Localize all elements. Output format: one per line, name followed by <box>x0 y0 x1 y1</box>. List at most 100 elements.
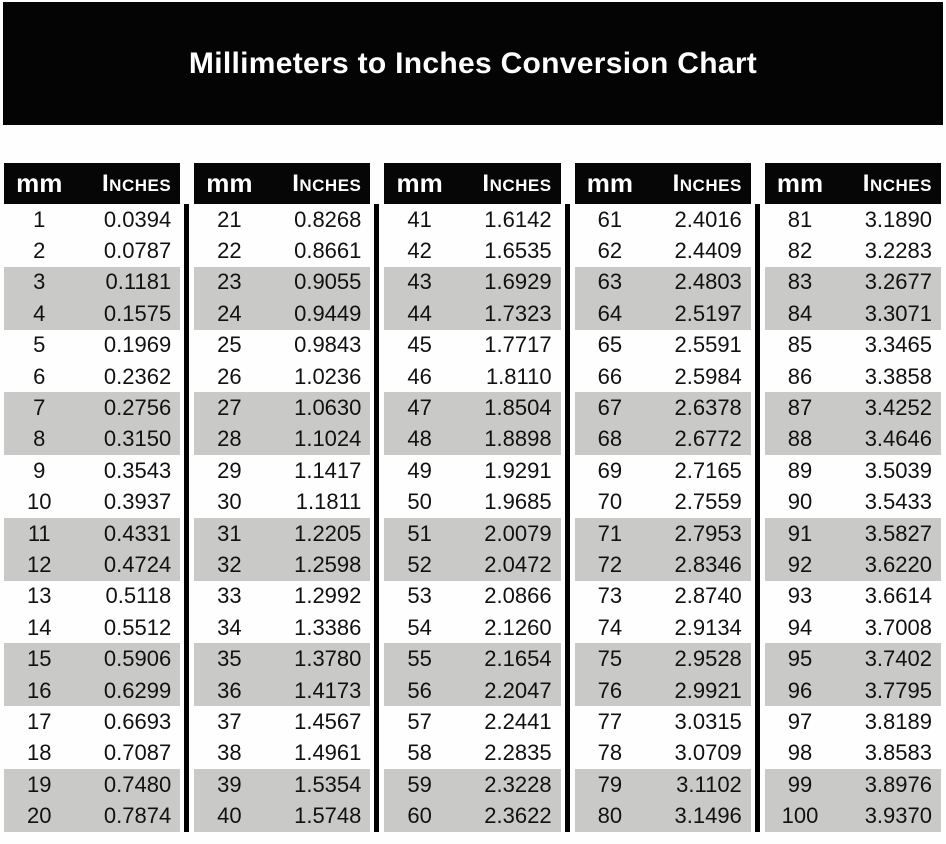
table-row: 77 3.0315 <box>575 706 751 737</box>
table-row: 50 1.9685 <box>384 487 560 518</box>
table-row: 48 1.8898 <box>384 423 561 456</box>
table-header-row: mm Inches <box>384 163 561 204</box>
table-row: 30 1.1811 <box>194 487 370 518</box>
inches-value-cell: 0.9055 <box>294 269 362 295</box>
mm-value-cell: 51 <box>407 520 432 546</box>
inches-value-cell: 0.5118 <box>105 583 172 609</box>
mm-value-cell: 50 <box>407 489 432 515</box>
table-row: 46 1.8110 <box>384 361 560 392</box>
table-row: 34 1.3386 <box>194 612 370 643</box>
mm-value-cell: 84 <box>787 300 813 326</box>
mm-value-cell: 40 <box>217 803 242 829</box>
mm-value-cell: 64 <box>597 300 623 326</box>
inches-value-cell: 1.6142 <box>484 206 552 232</box>
table-rows: 81 3.1890 82 3.2283 83 3.2677 84 3.3071 … <box>764 204 941 832</box>
inches-value-cell: 3.9370 <box>864 803 932 829</box>
inches-value-cell: 3.3858 <box>864 363 932 389</box>
table-row: 63 2.4803 <box>574 266 751 299</box>
mm-value-cell: 17 <box>26 708 52 734</box>
inches-value-cell: 3.5433 <box>864 489 932 515</box>
mm-value-cell: 13 <box>26 583 52 609</box>
inches-value-cell: 0.1969 <box>103 332 172 358</box>
table-row: 28 1.1024 <box>194 423 371 456</box>
inches-value-cell: 3.3465 <box>864 332 932 358</box>
inches-value-cell: 3.2677 <box>864 269 932 295</box>
mm-value-cell: 87 <box>787 395 813 421</box>
mm-value-cell: 8 <box>33 426 46 452</box>
table-row: 65 2.5591 <box>575 330 751 361</box>
mm-value-cell: 55 <box>407 646 432 672</box>
inches-value-cell: 2.0866 <box>484 583 552 609</box>
table-rows: 61 2.4016 62 2.4409 63 2.4803 64 2.5197 … <box>574 204 751 832</box>
table-row: 78 3.0709 <box>575 738 751 769</box>
table-row: 19 0.7480 <box>4 769 181 801</box>
inches-value-cell: 1.4567 <box>294 708 362 734</box>
table-row: 8 0.3150 <box>4 423 181 456</box>
table-row: 57 2.2441 <box>384 706 560 737</box>
table-row: 37 1.4567 <box>194 706 370 737</box>
mm-column-header: mm <box>206 168 253 198</box>
mm-value-cell: 36 <box>217 677 242 703</box>
table-row: 66 2.5984 <box>575 361 751 392</box>
table-row: 17 0.6693 <box>4 706 180 737</box>
inches-value-cell: 2.8740 <box>674 583 742 609</box>
mm-value-cell: 67 <box>597 395 623 421</box>
table-row: 12 0.4724 <box>4 549 181 581</box>
mm-value-cell: 28 <box>217 426 242 452</box>
table-row: 44 1.7323 <box>384 298 561 330</box>
inches-value-cell: 1.9291 <box>484 457 552 483</box>
inches-value-cell: 0.7480 <box>103 771 172 797</box>
inches-value-cell: 0.6299 <box>103 677 172 703</box>
mm-value-cell: 86 <box>787 363 813 389</box>
table-row: 71 2.7953 <box>574 517 751 550</box>
table-row: 54 2.1260 <box>384 612 560 643</box>
inches-value-cell: 0.7087 <box>103 740 172 766</box>
mm-value-cell: 57 <box>407 708 432 734</box>
mm-column-header: mm <box>16 168 63 198</box>
mm-value-cell: 7 <box>33 395 46 421</box>
mm-value-cell: 56 <box>407 677 432 703</box>
mm-value-cell: 66 <box>597 363 623 389</box>
inches-value-cell: 2.4803 <box>674 269 742 295</box>
inches-value-cell: 1.7717 <box>484 332 552 358</box>
mm-column-header: mm <box>776 168 824 198</box>
mm-value-cell: 94 <box>787 614 813 640</box>
inches-value-cell: 2.1260 <box>484 614 552 640</box>
inches-value-cell: 1.6535 <box>484 238 552 264</box>
mm-value-cell: 48 <box>407 426 432 452</box>
mm-value-cell: 11 <box>27 520 51 546</box>
table-row: 98 3.8583 <box>765 738 941 769</box>
mm-value-cell: 61 <box>597 206 623 232</box>
table-row: 38 1.4961 <box>194 738 370 769</box>
table-row: 91 3.5827 <box>764 517 941 550</box>
inches-value-cell: 1.5748 <box>294 803 362 829</box>
table-row: 4 0.1575 <box>4 298 181 330</box>
chart-title: Millimeters to Inches Conversion Chart <box>188 46 758 80</box>
inches-value-cell: 3.4252 <box>864 395 932 421</box>
mm-value-cell: 69 <box>597 457 623 483</box>
mm-value-cell: 76 <box>597 677 623 703</box>
mm-value-cell: 15 <box>26 646 52 672</box>
inches-column-header: Inches <box>482 169 552 197</box>
table-row: 27 1.0630 <box>194 392 371 424</box>
inches-value-cell: 0.1575 <box>103 300 172 326</box>
table-row: 73 2.8740 <box>575 581 751 612</box>
inches-value-cell: 2.3228 <box>484 771 552 797</box>
mm-value-cell: 6 <box>33 363 46 389</box>
inches-value-cell: 1.4173 <box>294 677 362 703</box>
table-row: 69 2.7165 <box>575 455 751 486</box>
mm-value-cell: 1 <box>33 206 46 232</box>
inches-value-cell: 3.8976 <box>864 771 932 797</box>
table-row: 99 3.8976 <box>764 769 941 801</box>
inches-value-cell: 1.0236 <box>294 363 362 389</box>
table-row: 20 0.7874 <box>4 800 181 832</box>
inches-value-cell: 3.1890 <box>864 206 932 232</box>
inches-value-cell: 2.1654 <box>484 646 552 672</box>
table-row: 97 3.8189 <box>765 706 941 737</box>
mm-value-cell: 83 <box>787 269 813 295</box>
inches-value-cell: 1.0630 <box>294 395 362 421</box>
table-row: 74 2.9134 <box>575 612 751 643</box>
table-header-row: mm Inches <box>194 163 371 204</box>
mm-value-cell: 12 <box>26 551 52 577</box>
